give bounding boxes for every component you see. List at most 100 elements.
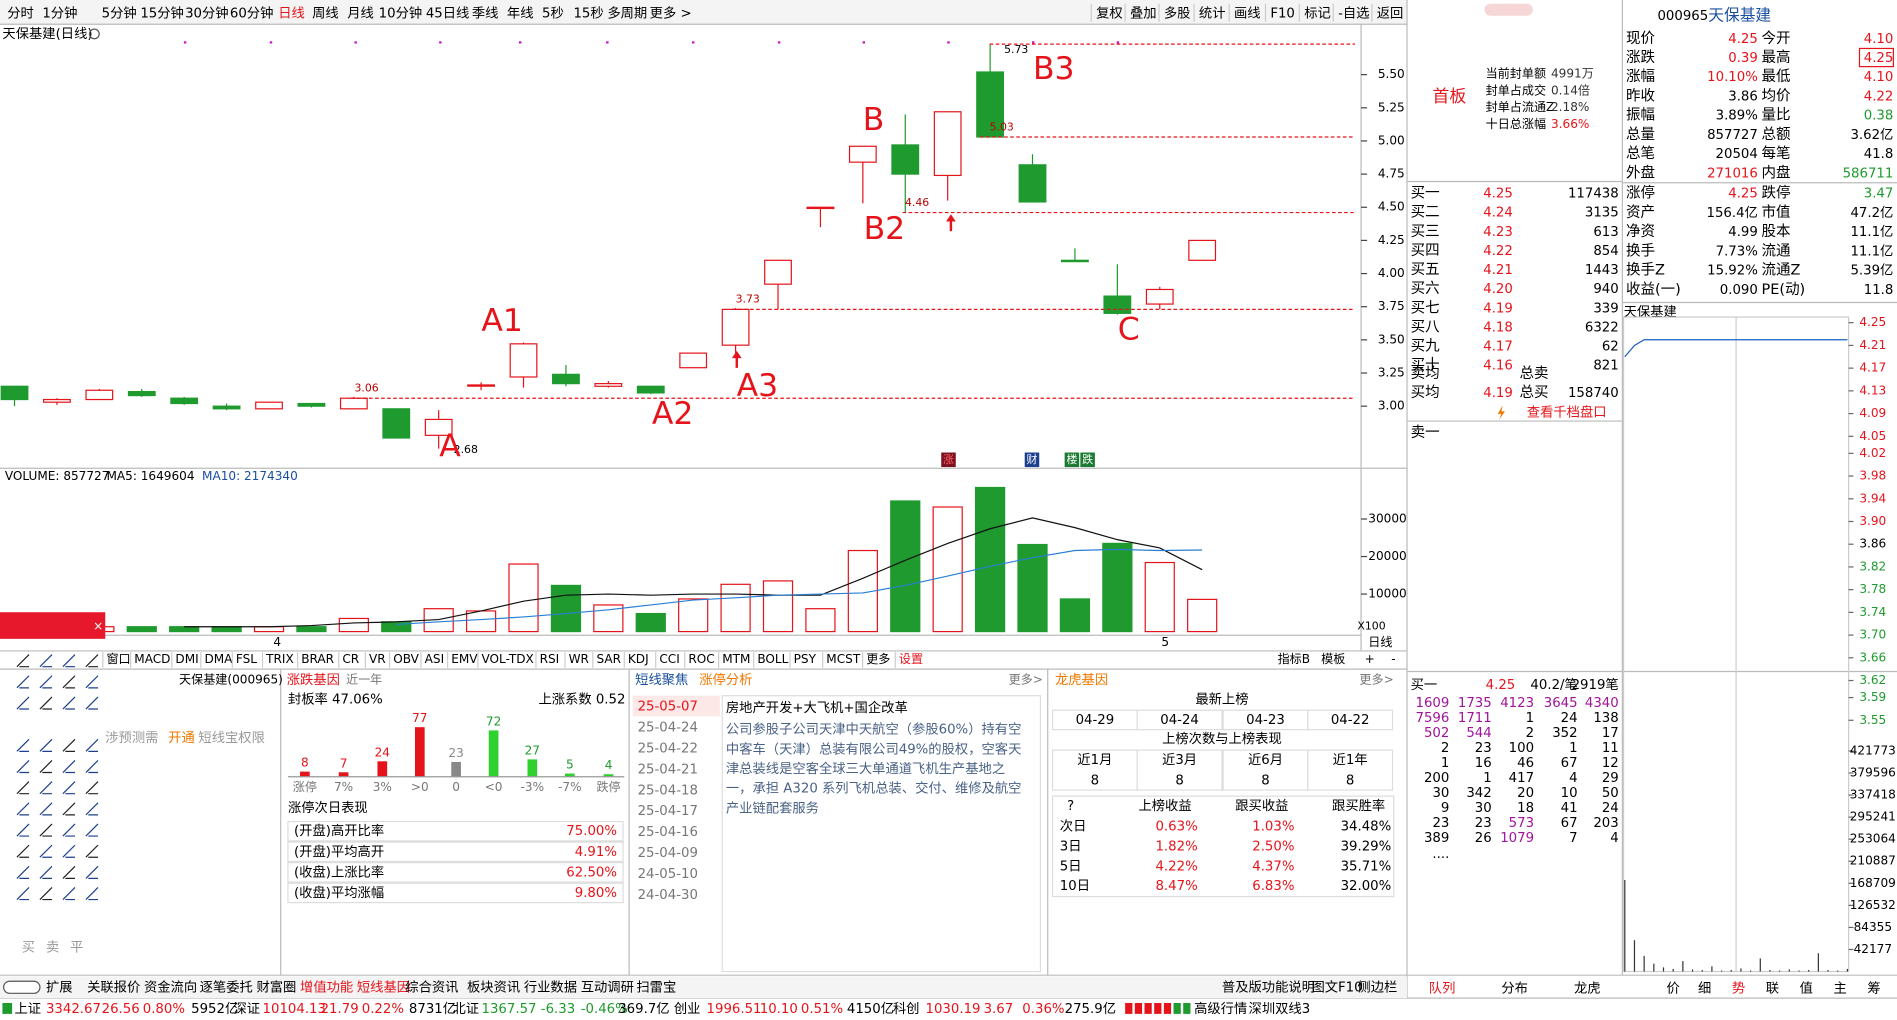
indicator-tab[interactable]: KDJ (628, 652, 649, 666)
focus-date[interactable]: 25-04-24 (638, 721, 698, 736)
indicator-tab[interactable]: MCST (826, 652, 861, 666)
period-tab[interactable]: 5分钟 (102, 4, 137, 21)
tool-button[interactable]: 标记 (1304, 5, 1331, 21)
period-tab[interactable]: 日线 (278, 5, 305, 21)
side-icon[interactable]: 值 (1800, 980, 1813, 996)
side-icon[interactable]: 势 (1732, 980, 1745, 996)
bottom-tab[interactable]: 图文F10 (1311, 979, 1362, 995)
tool-button[interactable]: 叠加 (1130, 5, 1157, 21)
focus-date[interactable]: 25-04-18 (638, 783, 698, 798)
period-tab[interactable]: 30分钟 (185, 4, 229, 21)
tool-button[interactable]: 画线 (1234, 5, 1261, 21)
indicator-tab[interactable]: SAR (596, 652, 621, 666)
indicator-tab[interactable]: BOLL (757, 652, 788, 666)
focus-date[interactable]: 25-04-09 (638, 846, 698, 861)
side-icon[interactable]: 价 (1667, 981, 1680, 996)
tool-button[interactable]: 多股 (1164, 4, 1191, 21)
indicator-tab[interactable]: MACD (134, 652, 170, 666)
tool-button[interactable]: 统计 (1199, 5, 1226, 21)
side-icon[interactable]: 细 (1698, 980, 1711, 996)
tool-button[interactable]: F10 (1270, 6, 1295, 21)
indicator-tab[interactable]: ASI (425, 652, 445, 666)
bottom-tab[interactable]: 增值功能 (300, 979, 353, 995)
bottom-tab[interactable]: 扩展 (46, 979, 73, 995)
bottom-tab[interactable]: 财富圈 (256, 978, 296, 995)
indicator-tab[interactable]: CR (342, 652, 359, 666)
more-link[interactable]: 更多> (1359, 672, 1393, 686)
indicator-tab[interactable]: DMI (175, 652, 198, 666)
indicator-tab[interactable]: EMV (451, 652, 478, 666)
bottom-tab[interactable]: 普及版功能说明 (1222, 979, 1315, 995)
panel-tab[interactable]: 分布 (1501, 980, 1528, 996)
trade-button[interactable]: 平 (70, 940, 83, 955)
bottom-tab[interactable]: 行业数据 (524, 979, 577, 995)
notice-link[interactable]: 开通 (168, 730, 195, 746)
indicator-tab[interactable]: 更多 (866, 652, 890, 666)
period-tab[interactable]: 60分钟 (230, 4, 274, 21)
period-tab[interactable]: 45日线 (426, 5, 470, 21)
side-icon[interactable]: 联 (1766, 980, 1779, 996)
indicator-tab[interactable]: WR (569, 652, 590, 666)
trade-button[interactable]: 卖 (46, 939, 59, 955)
indicator-tab[interactable]: RSI (540, 652, 560, 666)
indicator-tab[interactable]: OBV (393, 652, 419, 666)
bottom-tab[interactable]: 关联报价 (87, 979, 140, 995)
panel-tab[interactable]: 涨停分析 (699, 671, 752, 688)
period-tab[interactable]: 更多 > (650, 4, 692, 21)
trade-button[interactable]: 买 (22, 939, 35, 955)
indicator-tab[interactable]: FSL (236, 652, 257, 666)
depth-link[interactable]: 查看千档盘口 (1527, 404, 1607, 421)
focus-date[interactable]: 25-05-07 (638, 700, 698, 715)
tool-button[interactable]: 返回 (1377, 5, 1404, 21)
focus-date[interactable]: 25-04-21 (638, 762, 698, 777)
indicator-tab[interactable]: CCI (659, 652, 679, 666)
focus-date[interactable]: 25-04-22 (638, 741, 698, 756)
period-tab[interactable]: 1分钟 (42, 4, 77, 21)
bottom-tab[interactable]: 资金流向 (144, 979, 197, 995)
indicator-tab[interactable]: VOL-TDX (482, 652, 534, 666)
indicator-tab[interactable]: PSY (794, 652, 817, 666)
period-tab[interactable]: 月线 (347, 5, 374, 21)
indicator-tab[interactable]: 窗口 (106, 652, 130, 666)
bottom-tab[interactable]: 互动调研 (581, 979, 634, 995)
indicator-tab[interactable]: 设置 (899, 652, 923, 666)
bottom-tab[interactable]: 侧边栏 (1357, 979, 1397, 995)
panel-tab[interactable]: 队列 (1429, 980, 1456, 996)
tool-button[interactable]: -自选 (1338, 5, 1369, 21)
period-tab[interactable]: 15分钟 (140, 4, 184, 21)
bottom-tab[interactable]: 综合资讯 (405, 979, 458, 995)
side-icon[interactable]: 筹 (1867, 979, 1880, 996)
focus-date[interactable]: 24-05-10 (638, 867, 698, 882)
bottom-tab[interactable]: 逐笔委托 (200, 979, 253, 995)
indicator-tab[interactable]: BRAR (301, 652, 334, 666)
period-tab[interactable]: 周线 (312, 5, 339, 21)
bottom-tab[interactable]: 扫雷宝 (636, 979, 676, 995)
focus-date[interactable]: 25-04-16 (638, 825, 698, 840)
period-tab[interactable]: 5秒 (542, 5, 564, 21)
indicator-tab[interactable]: 指标B (1278, 651, 1310, 666)
focus-date[interactable]: 24-04-30 (638, 888, 698, 903)
focus-date[interactable]: 25-04-17 (638, 804, 698, 819)
indicator-tab[interactable]: DMA (204, 652, 233, 666)
indicator-tab[interactable]: TRIX (265, 652, 294, 666)
indicator-tab[interactable]: + (1365, 652, 1375, 666)
period-tab[interactable]: 10分钟 (379, 4, 423, 21)
indicator-tab[interactable]: ROC (688, 652, 714, 666)
indicator-tab[interactable]: MTM (722, 652, 750, 666)
indicator-tab[interactable]: - (1391, 652, 1395, 666)
panel-tab[interactable]: 短线聚焦 (635, 672, 688, 688)
period-tab[interactable]: 年线 (507, 5, 534, 21)
period-tab[interactable]: 15秒 (573, 5, 603, 21)
period-tab[interactable]: 季线 (472, 5, 499, 21)
panel-tab[interactable]: 龙虎 (1574, 980, 1601, 996)
more-link[interactable]: 更多> (1009, 672, 1043, 686)
indicator-tab[interactable]: 模板 (1321, 652, 1345, 666)
period-tab[interactable]: 多周期 (607, 4, 647, 21)
bottom-tab[interactable]: 板块资讯 (467, 979, 520, 995)
indicator-tab[interactable]: VR (369, 652, 386, 666)
side-icon[interactable]: 主 (1833, 980, 1846, 996)
tool-button[interactable]: 复权 (1096, 4, 1123, 21)
bottom-tab[interactable]: 短线基因 (357, 979, 410, 995)
gene-bar (377, 761, 388, 777)
period-tab[interactable]: 分时 (7, 5, 34, 21)
